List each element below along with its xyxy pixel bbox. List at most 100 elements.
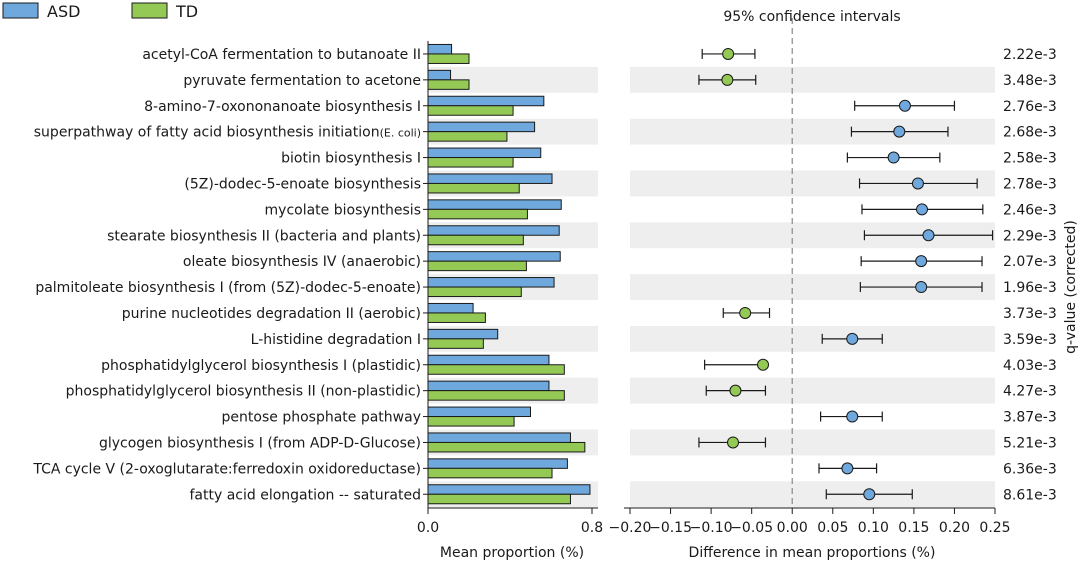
ci-panel-tick-label: 0.05 <box>817 520 848 536</box>
qvalue-label: 2.68e-3 <box>1003 125 1057 141</box>
qvalue-label: 5.21e-3 <box>1003 435 1057 451</box>
bar-asd <box>427 302 474 314</box>
ci-panel-tick-label: 0.10 <box>858 520 889 536</box>
category-label: phosphatidylglycerol biosynthesis I (pla… <box>101 358 421 374</box>
ci-point <box>727 436 740 449</box>
qvalue-label: 2.76e-3 <box>1003 99 1057 115</box>
bar-td <box>427 493 571 505</box>
bar-td <box>427 286 522 298</box>
ci-point <box>757 358 770 371</box>
ci-point <box>922 229 935 242</box>
category-label: TCA cycle V (2-oxoglutarate:ferredoxin o… <box>32 461 421 477</box>
category-label: phosphatidylglycerol biosynthesis II (no… <box>66 384 421 400</box>
ci-panel-background <box>630 41 995 507</box>
category-label: palmitoleate biosynthesis I (from (5Z)-d… <box>35 280 421 296</box>
bar-td <box>427 364 565 375</box>
qvalue-label: 3.73e-3 <box>1003 306 1057 322</box>
ci-point <box>739 306 752 319</box>
legend-label-td: TD <box>175 2 198 21</box>
bar-panel-tick-label: 0.8 <box>581 520 603 536</box>
category-label: purine nucleotides degradation II (aerob… <box>122 306 421 322</box>
bar-asd <box>427 173 553 184</box>
category-label: biotin biosynthesis I <box>281 151 421 167</box>
ci-panel-tick-label: −0.10 <box>690 520 733 536</box>
bar-td <box>427 467 553 479</box>
category-label: superpathway of fatty acid biosynthesis … <box>34 125 421 141</box>
bar-td <box>427 338 484 349</box>
row-stripe-ci-panel <box>630 429 995 456</box>
bar-asd <box>427 354 550 366</box>
legend-swatch-td <box>131 2 168 19</box>
ci-point <box>898 99 911 112</box>
ci-point <box>911 177 924 190</box>
bar-panel-xlabel: Mean proportion (%) <box>440 545 584 561</box>
ci-point <box>915 281 928 294</box>
bar-td <box>427 441 586 453</box>
ci-point <box>722 47 735 60</box>
category-label: acetyl-CoA fermentation to butanoate II <box>142 47 421 63</box>
qvalue-label: 2.78e-3 <box>1003 176 1057 192</box>
ci-point <box>887 151 900 164</box>
qvalue-label: 3.48e-3 <box>1003 73 1057 89</box>
ci-panel-tick-label: −0.20 <box>609 520 652 536</box>
category-label: oleate biosynthesis IV (anaerobic) <box>183 254 421 270</box>
ci-point <box>841 462 854 475</box>
category-label: L-histidine degradation I <box>251 332 421 348</box>
bar-asd <box>427 147 542 159</box>
qvalue-label: 8.61e-3 <box>1003 487 1057 503</box>
bar-asd <box>427 225 560 236</box>
ci-point <box>893 125 906 138</box>
ci-point <box>721 73 734 86</box>
legend-label-asd: ASD <box>47 2 80 21</box>
ci-point <box>729 384 742 397</box>
bar-td <box>427 234 524 246</box>
ci-panel-tick-label: 0.15 <box>898 520 929 536</box>
category-label: 8-amino-7-oxononanoate biosynthesis I <box>144 99 421 115</box>
ci-point <box>863 488 876 501</box>
bar-asd <box>427 69 452 81</box>
qvalue-label: 3.59e-3 <box>1003 332 1057 348</box>
qvalue-label: 2.22e-3 <box>1003 47 1057 63</box>
category-label: mycolate biosynthesis <box>265 202 421 218</box>
qvalue-label: 1.96e-3 <box>1003 280 1057 296</box>
ci-panel-tick-label: 0.20 <box>939 520 970 536</box>
ci-point <box>846 332 859 345</box>
qvalue-label: 2.58e-3 <box>1003 151 1057 167</box>
bar-panel-tick-label: 0.0 <box>417 520 439 536</box>
category-label: pyruvate fermentation to acetone <box>183 73 421 89</box>
bar-td <box>427 53 470 64</box>
ci-panel-tick-label: 0.00 <box>777 520 808 536</box>
ci-point <box>915 255 928 268</box>
legend-swatch-asd <box>2 2 39 19</box>
bar-td <box>427 260 527 272</box>
category-label: (5Z)-dodec-5-enoate biosynthesis <box>184 176 421 192</box>
bar-asd <box>427 458 568 469</box>
bar-asd <box>427 199 562 210</box>
bar-td <box>427 79 470 90</box>
qvalue-label: 2.07e-3 <box>1003 254 1057 270</box>
bar-asd <box>427 380 550 392</box>
bar-asd <box>427 95 545 107</box>
row-stripe-ci-panel <box>630 481 995 508</box>
ci-panel-tick-label: −0.05 <box>730 520 773 536</box>
qvalue-label: 2.46e-3 <box>1003 202 1057 218</box>
ci-panel-title: 95% confidence intervals <box>723 9 900 25</box>
bar-asd <box>427 328 499 340</box>
qvalue-label: 4.03e-3 <box>1003 358 1057 374</box>
bar-asd <box>427 43 453 55</box>
category-label: fatty acid elongation -- saturated <box>189 487 421 503</box>
ci-point <box>846 410 859 423</box>
category-label: pentose phosphate pathway <box>222 410 421 426</box>
bar-td <box>427 157 514 168</box>
category-label: glycogen biosynthesis I (from ADP-D-Gluc… <box>99 435 421 451</box>
category-label: stearate biosynthesis II (bacteria and p… <box>107 228 421 244</box>
qvalue-axis-label: q-value (corrected) <box>1063 220 1079 354</box>
ci-panel-xlabel: Difference in mean proportions (%) <box>689 545 936 561</box>
bar-td <box>427 416 515 427</box>
bar-asd <box>427 277 555 288</box>
qvalue-label: 2.29e-3 <box>1003 228 1057 244</box>
qvalue-label: 3.87e-3 <box>1003 410 1057 426</box>
row-stripe-ci-panel <box>630 66 995 93</box>
ci-panel-tick-label: −0.15 <box>649 520 692 536</box>
